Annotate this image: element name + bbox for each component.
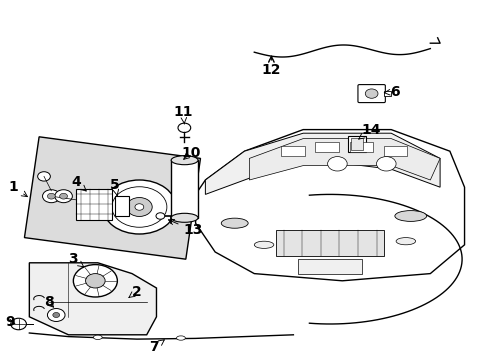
Ellipse shape <box>171 156 198 165</box>
Text: 11: 11 <box>173 105 193 124</box>
Circle shape <box>178 123 190 132</box>
Bar <box>115 196 128 216</box>
Bar <box>347 136 365 152</box>
Polygon shape <box>195 130 464 281</box>
Polygon shape <box>249 139 439 180</box>
Text: 7: 7 <box>149 340 164 354</box>
Text: 9: 9 <box>5 315 15 329</box>
Text: 6: 6 <box>384 85 399 99</box>
Text: 3: 3 <box>68 252 83 267</box>
FancyBboxPatch shape <box>357 85 385 103</box>
Bar <box>76 189 112 220</box>
Polygon shape <box>205 133 439 194</box>
Bar <box>383 91 390 96</box>
Ellipse shape <box>254 241 273 248</box>
Circle shape <box>365 89 377 98</box>
Circle shape <box>53 312 60 318</box>
Circle shape <box>60 193 67 199</box>
Bar <box>383 146 407 156</box>
Bar <box>171 160 198 218</box>
Bar <box>349 142 372 152</box>
Text: 10: 10 <box>181 146 200 160</box>
Circle shape <box>11 318 26 330</box>
Circle shape <box>112 187 166 227</box>
Ellipse shape <box>395 238 415 245</box>
Bar <box>281 146 304 156</box>
Circle shape <box>47 193 55 199</box>
Text: 13: 13 <box>168 220 203 237</box>
Ellipse shape <box>221 218 248 228</box>
Polygon shape <box>24 137 200 259</box>
Ellipse shape <box>93 335 102 339</box>
Text: 1: 1 <box>9 180 27 197</box>
Circle shape <box>135 204 143 210</box>
Text: 5: 5 <box>110 179 120 195</box>
Bar <box>298 259 361 274</box>
Circle shape <box>73 265 117 297</box>
Circle shape <box>156 213 164 219</box>
Circle shape <box>327 157 346 171</box>
Bar <box>350 138 362 150</box>
Circle shape <box>376 157 395 171</box>
Text: 14: 14 <box>358 123 381 139</box>
Ellipse shape <box>394 211 426 221</box>
Circle shape <box>55 190 72 203</box>
Circle shape <box>102 180 176 234</box>
Circle shape <box>42 190 60 203</box>
Circle shape <box>38 172 50 181</box>
Ellipse shape <box>171 213 198 222</box>
Circle shape <box>47 309 65 321</box>
Bar <box>276 230 383 256</box>
Bar <box>315 142 338 152</box>
Text: 2: 2 <box>129 285 142 298</box>
Text: 4: 4 <box>71 175 86 191</box>
Ellipse shape <box>176 336 185 340</box>
Polygon shape <box>29 263 156 335</box>
Circle shape <box>85 274 105 288</box>
Text: 8: 8 <box>44 296 54 309</box>
Circle shape <box>126 198 152 216</box>
Text: 12: 12 <box>261 57 281 77</box>
